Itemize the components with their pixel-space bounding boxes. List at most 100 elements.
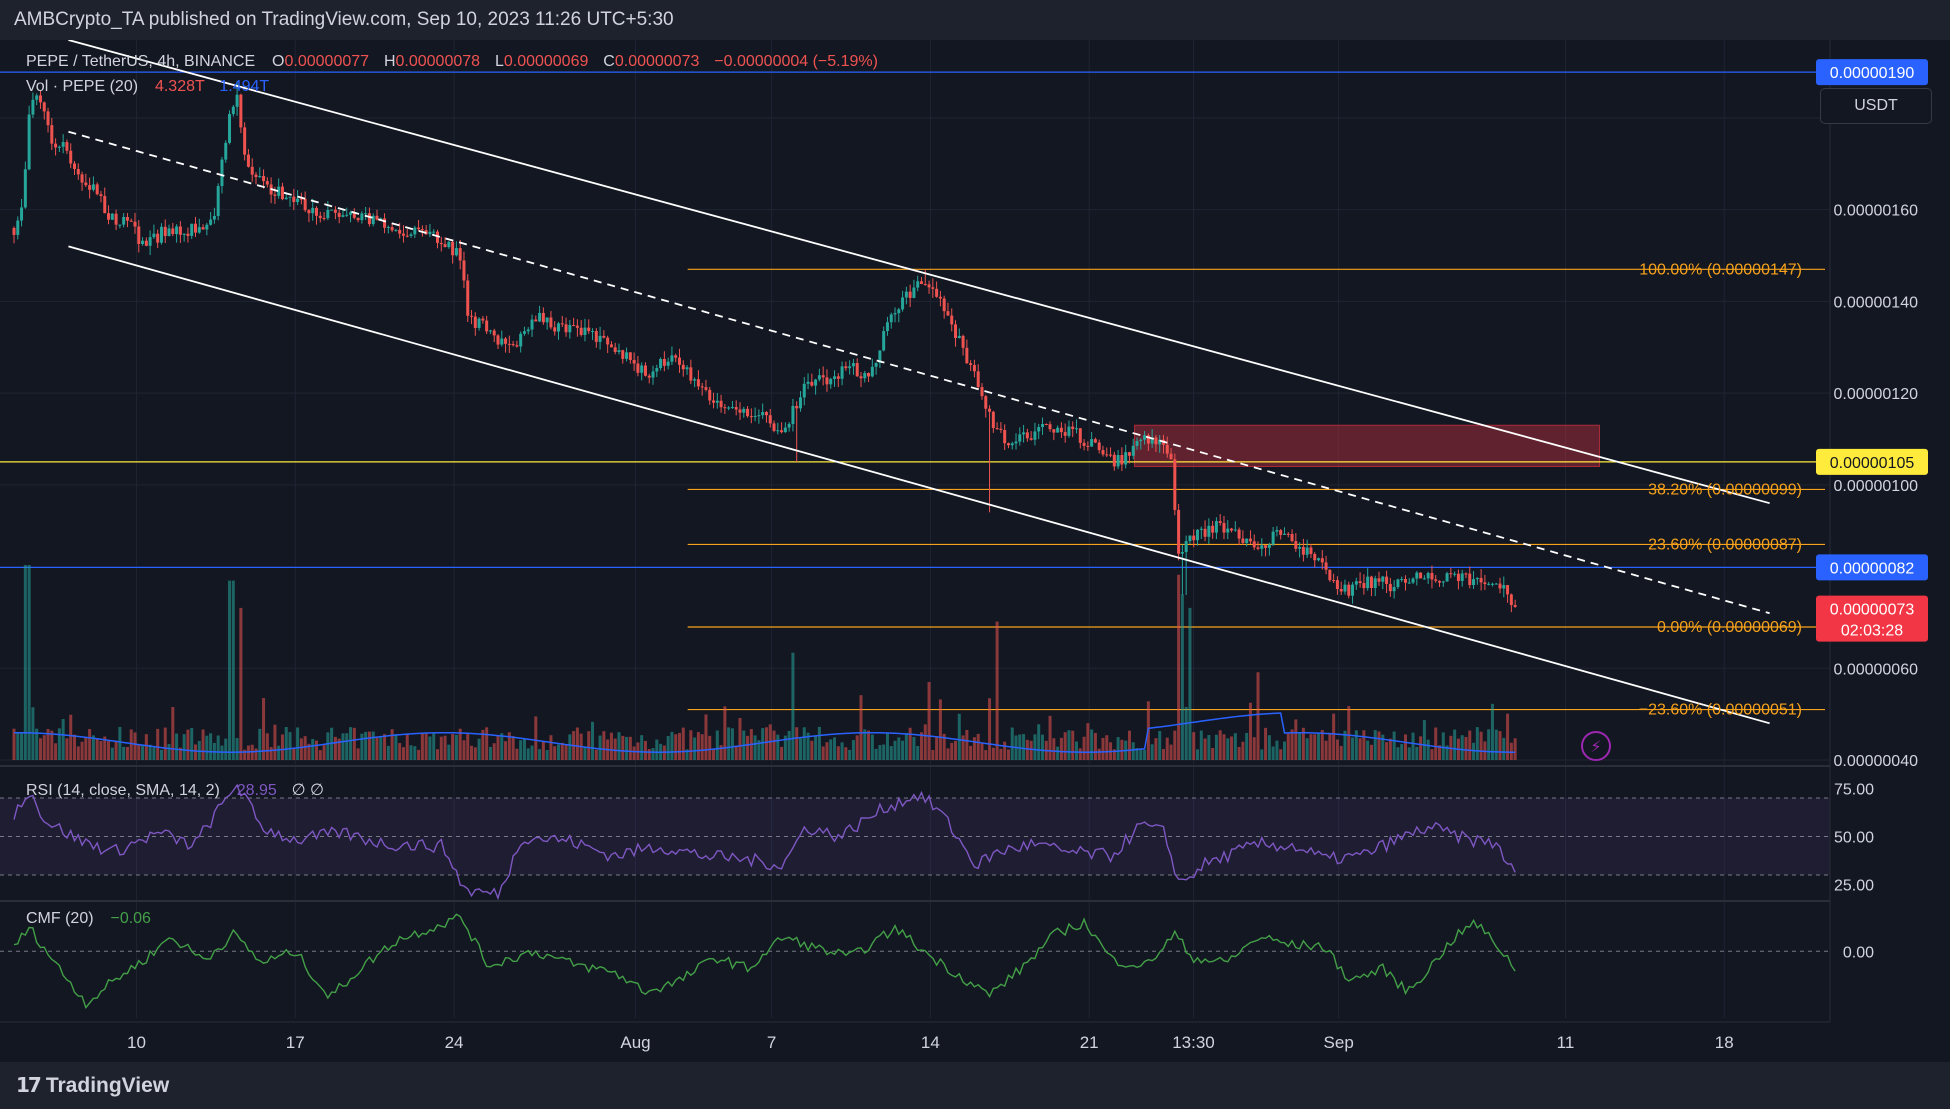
candle-body [727, 407, 731, 409]
candle-body [1396, 579, 1400, 588]
low-value: 0.00000069 [503, 53, 589, 70]
candle-body [647, 375, 651, 378]
volume-bar [802, 727, 806, 760]
candle-body [337, 212, 341, 217]
volume-bar [1203, 738, 1207, 760]
candle-body [231, 106, 235, 115]
candle-body [178, 226, 182, 235]
candle-body [870, 366, 874, 377]
candle-body [1237, 529, 1241, 539]
volume-bar [602, 731, 606, 760]
volume-bar [988, 698, 992, 760]
candle-body [454, 248, 458, 256]
high-value: 0.00000078 [395, 53, 481, 70]
rsi-legend-label: RSI (14, close, SMA, 14, 2) [26, 782, 220, 799]
candle-body [1415, 572, 1419, 579]
volume-bar [938, 699, 942, 760]
candle-body [598, 335, 602, 342]
volume-bar [80, 741, 84, 760]
volume-bar [1422, 720, 1426, 760]
chart-svg[interactable]: 100.00% (0.00000147) 38.20% (0.00000099) 2… [0, 39, 1950, 1062]
volume-bar [1192, 732, 1196, 760]
volume-bar [704, 714, 708, 760]
candle-body [568, 324, 572, 333]
volume-bar [1369, 744, 1373, 760]
candle-body [1328, 569, 1332, 581]
price-tick-3: 0.00000120 [1833, 386, 1918, 403]
volume-bar [504, 741, 508, 760]
volume-bar [356, 748, 360, 760]
candle-body [118, 224, 122, 226]
volume-bar [867, 730, 871, 760]
candle-body [1139, 439, 1143, 442]
candle-body [712, 400, 716, 403]
candle-body [258, 176, 262, 178]
candle-body [935, 288, 939, 297]
candle-body [1464, 573, 1468, 575]
candle-body [1441, 581, 1445, 583]
volume-bar [885, 732, 889, 760]
candle-body [235, 94, 239, 107]
volume-bar [500, 733, 504, 760]
symbol-header: PEPE / TetherUS, 4h, BINANCE O0.00000077… [26, 53, 878, 71]
volume-bar [844, 747, 848, 760]
chart-area[interactable]: 100.00% (0.00000147) 38.20% (0.00000099) 2… [0, 39, 1950, 1062]
candle-body [1403, 579, 1407, 583]
candle-body [1086, 445, 1090, 447]
close-label: C [603, 53, 615, 70]
volume-bar [129, 729, 133, 760]
rsi-tick-1: 50.00 [1834, 830, 1874, 847]
volume-bar [1487, 729, 1491, 760]
candle-body [1097, 442, 1101, 451]
volume-bar [625, 736, 629, 760]
volume-bar [511, 736, 515, 760]
candle-body [1388, 583, 1392, 592]
cmf-legend-value: −0.06 [110, 910, 151, 927]
volume-bar [443, 735, 447, 760]
candle-body [1502, 585, 1506, 589]
volume-bar [545, 749, 549, 760]
candle-body [1490, 583, 1494, 585]
volume-bar [1143, 749, 1147, 760]
volume-bar [1445, 745, 1449, 760]
candle-body [791, 405, 795, 424]
candle-body [840, 366, 844, 379]
volume-bar [670, 731, 674, 760]
volume-bar [681, 727, 685, 760]
volume-bar [390, 729, 394, 760]
volume-bar [1207, 735, 1211, 760]
volume-bar [1029, 740, 1033, 760]
currency-button[interactable]: USDT [1820, 88, 1932, 124]
candle-body [171, 228, 175, 235]
volume-bar [564, 744, 568, 760]
candle-body [1260, 545, 1264, 549]
volume-ma-line [13, 712, 1516, 753]
candle-body [893, 313, 897, 315]
volume-bar [882, 744, 886, 760]
candle-body [1146, 435, 1150, 444]
volume-bar [621, 735, 625, 760]
volume-bar [632, 746, 636, 760]
candle-body [352, 212, 356, 218]
volume-bar [1052, 738, 1056, 760]
price-tag-text-1: 0.00000105 [1830, 455, 1915, 472]
volume-bar [1120, 739, 1124, 760]
price-tag-0 [1816, 59, 1928, 86]
volume-bar [780, 746, 784, 760]
close-value: 0.00000073 [614, 53, 700, 70]
volume-bar [1264, 727, 1268, 760]
candle-body [776, 430, 780, 432]
candle-body [742, 408, 746, 413]
volume-bar [530, 745, 534, 760]
volume-bar [57, 728, 61, 760]
candle-body [1003, 429, 1007, 444]
candle-body [375, 215, 379, 220]
tradingview-logo[interactable]: 𝟭𝟳 TradingView [16, 1073, 169, 1098]
volume-bar [417, 749, 421, 760]
candle-body [938, 296, 942, 299]
volume-bar [1385, 742, 1389, 760]
volume-bar [296, 727, 300, 760]
candle-body [746, 408, 750, 417]
candle-body [330, 209, 334, 211]
candle-body [1358, 581, 1362, 584]
